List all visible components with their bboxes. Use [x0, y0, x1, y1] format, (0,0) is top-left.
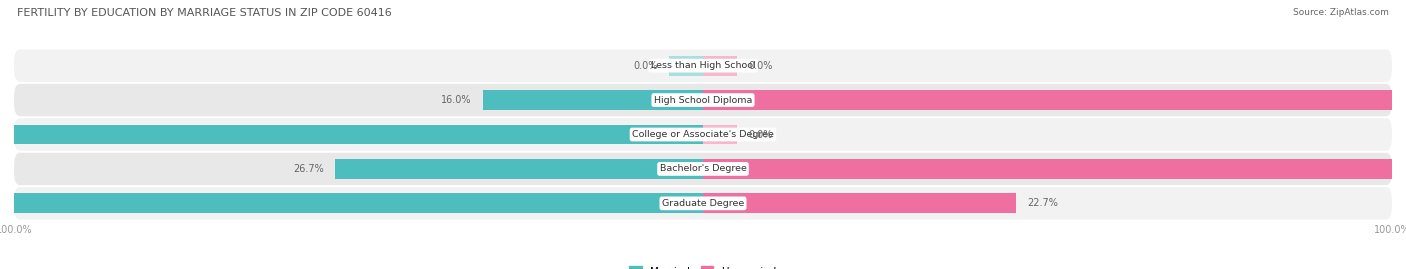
- Text: 0.0%: 0.0%: [748, 129, 773, 140]
- FancyBboxPatch shape: [14, 187, 1392, 220]
- Text: College or Associate's Degree: College or Associate's Degree: [633, 130, 773, 139]
- Legend: Married, Unmarried: Married, Unmarried: [626, 262, 780, 269]
- Bar: [703, 56, 738, 76]
- Bar: [0, 125, 703, 144]
- Text: Source: ZipAtlas.com: Source: ZipAtlas.com: [1294, 8, 1389, 17]
- FancyBboxPatch shape: [14, 153, 1392, 185]
- Bar: [703, 90, 1406, 110]
- FancyBboxPatch shape: [14, 84, 1392, 116]
- Bar: [703, 193, 1015, 213]
- FancyBboxPatch shape: [14, 49, 1392, 82]
- Text: Graduate Degree: Graduate Degree: [662, 199, 744, 208]
- Text: 0.0%: 0.0%: [633, 61, 658, 71]
- Bar: [335, 159, 703, 179]
- Bar: [669, 56, 703, 76]
- Text: 0.0%: 0.0%: [748, 61, 773, 71]
- Bar: [703, 125, 738, 144]
- Text: Bachelor's Degree: Bachelor's Degree: [659, 164, 747, 174]
- FancyBboxPatch shape: [14, 118, 1392, 151]
- Text: FERTILITY BY EDUCATION BY MARRIAGE STATUS IN ZIP CODE 60416: FERTILITY BY EDUCATION BY MARRIAGE STATU…: [17, 8, 392, 18]
- Bar: [482, 90, 703, 110]
- Text: Less than High School: Less than High School: [651, 61, 755, 70]
- Bar: [703, 159, 1406, 179]
- Text: High School Diploma: High School Diploma: [654, 95, 752, 105]
- Bar: [0, 193, 703, 213]
- Text: 22.7%: 22.7%: [1026, 198, 1057, 208]
- Text: 26.7%: 26.7%: [294, 164, 325, 174]
- Text: 16.0%: 16.0%: [441, 95, 471, 105]
